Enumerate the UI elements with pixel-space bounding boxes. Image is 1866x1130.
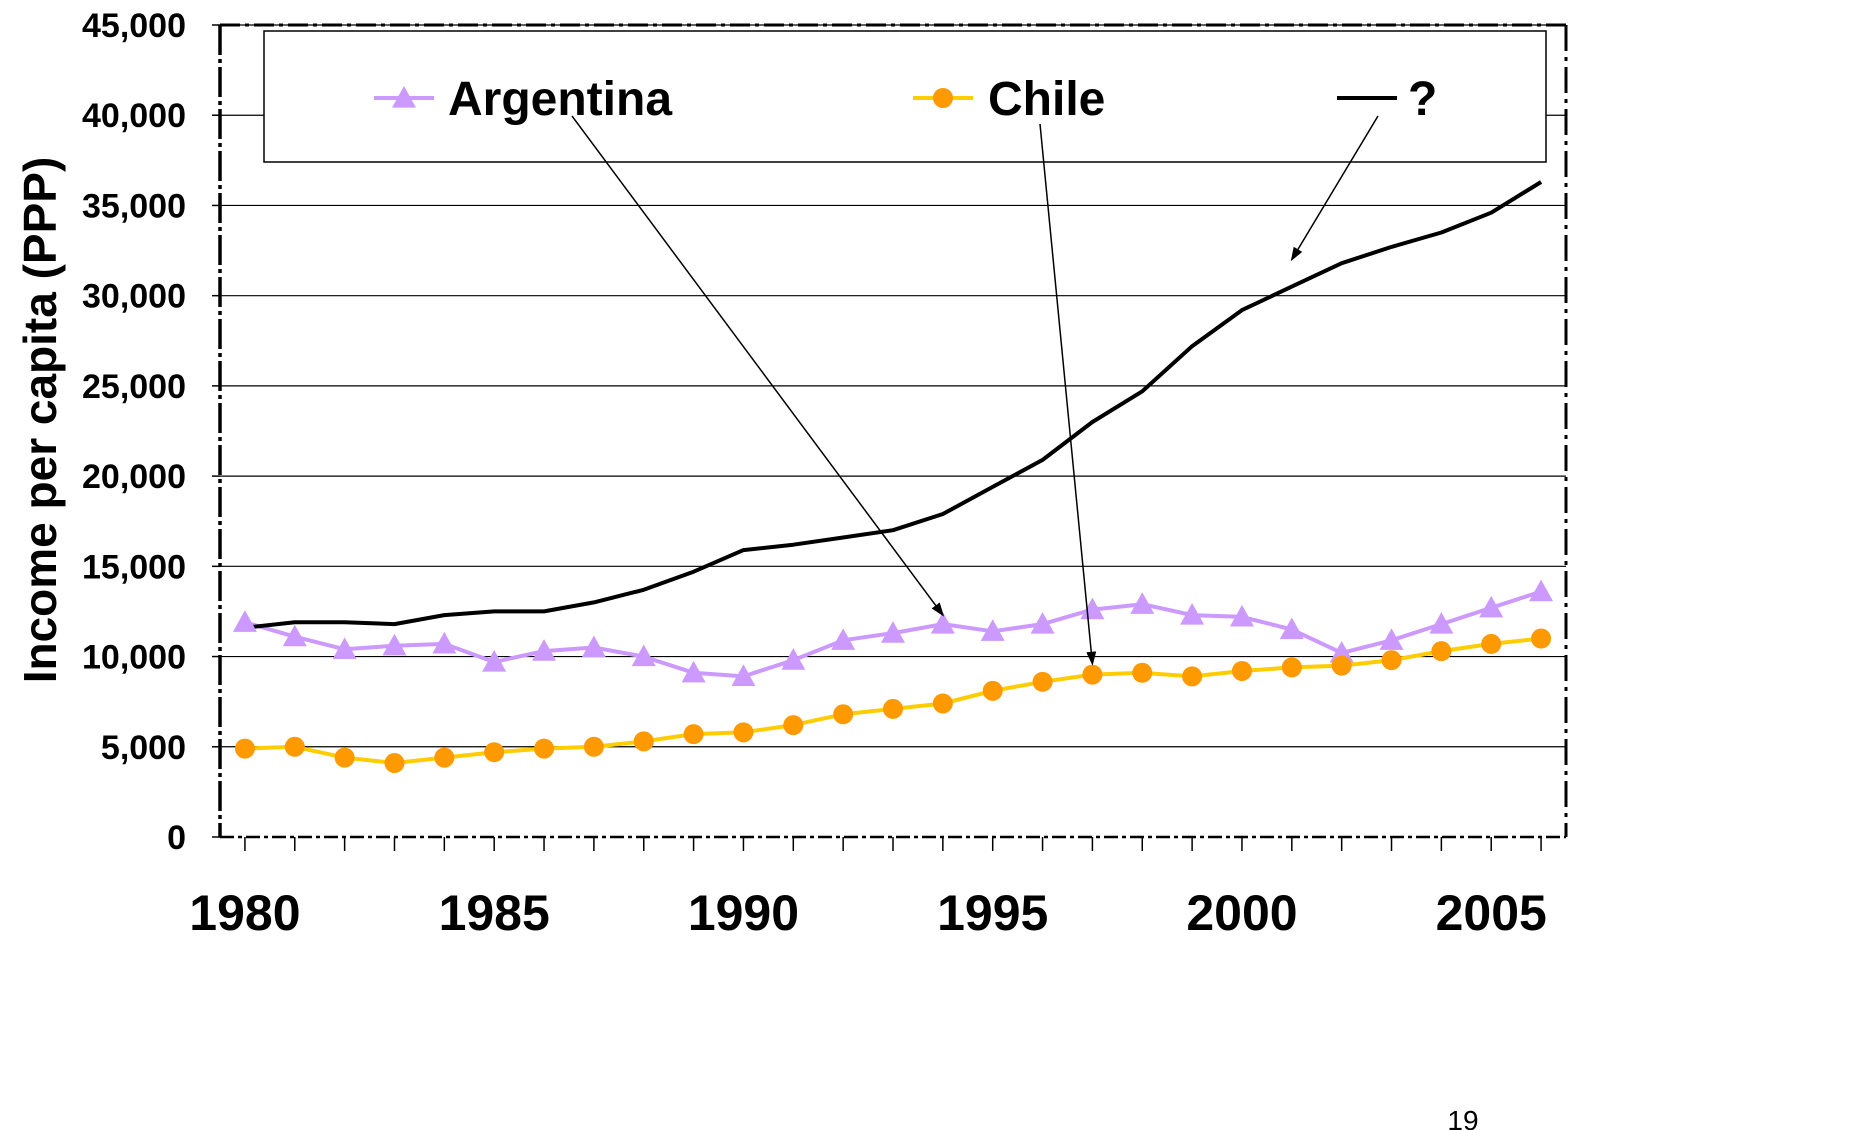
argentina-marker <box>681 660 706 683</box>
legend-label: ? <box>1408 73 1437 126</box>
annotation-arrow <box>1039 123 1097 666</box>
x-tick-label: 2000 <box>1186 885 1297 941</box>
chile-marker <box>883 698 903 719</box>
y-tick-label: 40,000 <box>82 97 186 135</box>
argentina-marker <box>631 644 656 667</box>
chile-marker <box>733 722 754 743</box>
argentina-marker <box>581 635 606 658</box>
y-tick-label: 15,000 <box>82 548 186 586</box>
series-line-unknown <box>244 180 1543 630</box>
annotation-arrow <box>1290 115 1379 262</box>
chile-marker <box>284 736 305 757</box>
chile-marker <box>783 715 804 736</box>
argentina-marker <box>1030 612 1055 634</box>
annotation-arrow <box>571 115 945 617</box>
chile-marker <box>334 747 355 768</box>
legend-label: Chile <box>988 73 1105 126</box>
y-tick-label: 45,000 <box>82 7 186 45</box>
chile-marker <box>932 693 953 714</box>
chile-marker <box>1481 633 1502 654</box>
argentina-marker <box>1529 579 1554 602</box>
chile-marker <box>1132 662 1153 683</box>
chile-marker <box>683 724 704 745</box>
chile-marker <box>833 704 854 725</box>
argentina-marker <box>532 639 557 661</box>
x-tick-label: 2005 <box>1436 885 1547 941</box>
chile-marker <box>1182 666 1203 687</box>
legend-marker <box>933 88 953 108</box>
y-tick-label: 5,000 <box>101 729 186 767</box>
argentina-marker <box>1429 612 1454 634</box>
argentina-marker <box>1329 640 1354 663</box>
y-axis-label: Income per capita (PPP) <box>14 157 66 684</box>
x-tick-label: 1985 <box>439 885 550 941</box>
argentina-marker <box>881 621 905 643</box>
legend-items: Argentina Chile? <box>374 73 1437 126</box>
argentina-marker <box>731 664 756 687</box>
argentina-marker <box>1130 592 1155 614</box>
axis-ticks: 0 5,000 10,000 15,000 20,000 25,000 30,000 35,0… <box>82 7 1547 941</box>
chile-marker <box>1331 655 1352 676</box>
chile-marker <box>534 738 555 759</box>
argentina-marker <box>1379 628 1404 650</box>
y-tick-label: 25,000 <box>82 368 186 406</box>
legend: Argentina Chile? <box>263 30 1547 163</box>
argentina-marker <box>930 612 955 634</box>
chile-marker <box>982 680 1003 701</box>
chile-marker <box>1231 660 1252 681</box>
chile-marker <box>1281 657 1302 678</box>
argentina-marker <box>781 648 806 670</box>
chile-marker <box>1032 671 1053 692</box>
y-tick-label: 20,000 <box>82 458 186 496</box>
y-tick-label: 10,000 <box>82 639 186 677</box>
argentina-marker <box>1080 597 1105 620</box>
chile-marker <box>633 731 654 752</box>
annotation-arrows <box>571 115 1379 666</box>
argentina-marker <box>482 649 507 672</box>
argentina-marker <box>382 633 407 656</box>
series-markers <box>232 579 1554 774</box>
argentina-marker <box>831 628 856 650</box>
page-number: 19 <box>1447 1105 1478 1130</box>
argentina-marker <box>1479 595 1504 618</box>
argentina-marker <box>282 624 307 647</box>
argentina-marker <box>1180 603 1205 625</box>
x-tick-label: 1980 <box>189 885 300 941</box>
chile-marker <box>484 742 505 763</box>
chile-marker <box>1381 650 1402 671</box>
legend-marker <box>392 86 416 108</box>
y-tick-label: 30,000 <box>82 278 186 316</box>
chile-marker <box>1531 628 1552 649</box>
chile-marker <box>434 747 455 768</box>
series-lines <box>244 180 1543 765</box>
argentina-marker <box>232 610 257 632</box>
chile-marker <box>583 736 604 757</box>
x-tick-label: 1995 <box>937 885 1048 941</box>
argentina-marker <box>980 619 1005 641</box>
legend-label: Argentina <box>448 73 672 126</box>
chile-marker <box>384 753 405 774</box>
y-tick-label: 35,000 <box>82 187 186 225</box>
argentina-marker <box>332 637 357 659</box>
argentina-marker <box>432 631 457 654</box>
x-tick-label: 1990 <box>688 885 799 941</box>
y-tick-label: 0 <box>167 819 186 857</box>
legend-box <box>263 30 1547 163</box>
argentina-marker <box>1279 617 1304 640</box>
chile-marker <box>1431 641 1452 662</box>
chile-marker <box>1082 664 1103 685</box>
argentina-marker <box>1229 604 1254 627</box>
chile-marker <box>234 738 255 759</box>
